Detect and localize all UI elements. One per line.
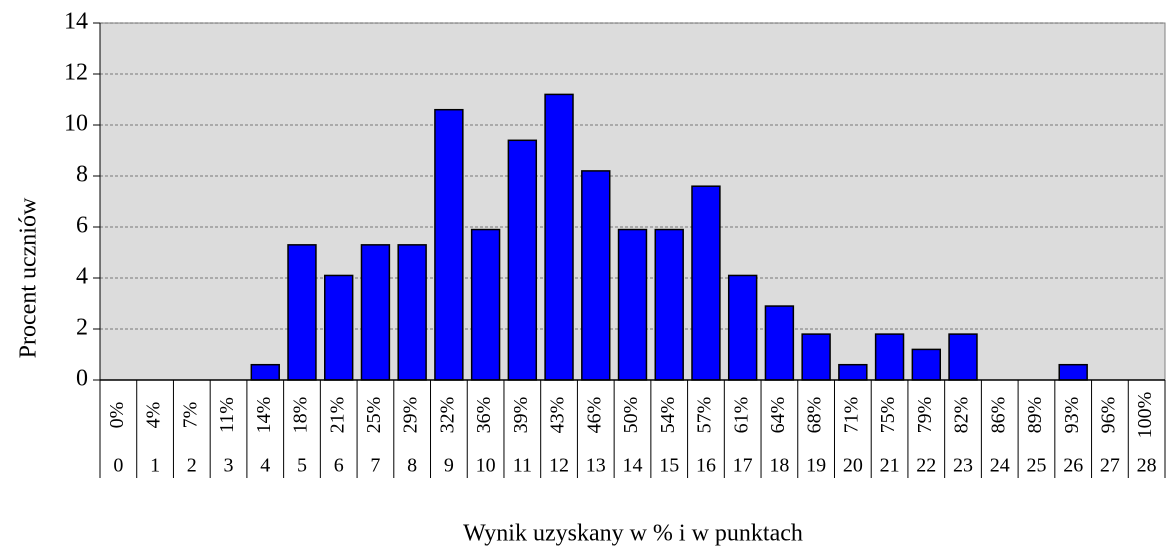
x-tick-label: 68%	[804, 397, 826, 434]
x-tick-label: 20	[843, 455, 863, 477]
x-tick-label: 50%	[620, 397, 642, 434]
x-tick-label: 15	[659, 455, 679, 477]
x-tick-label: 61%	[730, 397, 752, 434]
x-tick-label: 54%	[657, 397, 679, 434]
x-tick-label: 18%	[290, 397, 312, 434]
y-tick-label: 0	[76, 366, 88, 392]
bar	[948, 333, 978, 381]
y-tick-label: 2	[76, 315, 88, 341]
y-tick-label: 14	[64, 9, 88, 35]
x-tick-label: 75%	[877, 397, 899, 434]
x-tick-label: 5	[297, 455, 307, 477]
bar	[324, 274, 354, 381]
bar	[544, 93, 574, 381]
x-tick-label: 11	[513, 455, 532, 477]
y-tick-label: 10	[64, 111, 88, 137]
x-tick-label: 57%	[694, 397, 716, 434]
x-tick-label: 1	[150, 455, 160, 477]
x-tick-label: 2	[187, 455, 197, 477]
x-tick-label: 10	[476, 455, 496, 477]
x-tick-label: 82%	[951, 397, 973, 434]
x-tick-label: 9	[444, 455, 454, 477]
bar	[874, 333, 905, 381]
bar	[434, 108, 464, 381]
x-tick-label: 7	[370, 455, 380, 477]
x-tick-label: 21	[880, 455, 900, 477]
bar	[911, 348, 941, 381]
x-tick-label: 4%	[143, 402, 165, 429]
x-tick-label: 11%	[216, 397, 238, 433]
y-tick-label: 12	[64, 60, 88, 86]
y-tick-label: 8	[76, 162, 88, 188]
bar	[507, 139, 538, 381]
x-tick-label: 96%	[1098, 397, 1120, 434]
bar	[727, 274, 758, 381]
bar	[838, 363, 868, 381]
x-tick-label: 46%	[583, 397, 605, 434]
bar	[691, 185, 721, 381]
bar	[581, 170, 611, 381]
x-tick-label: 8	[407, 455, 417, 477]
x-tick-label: 100%	[1134, 392, 1156, 439]
x-tick-label: 0%	[106, 402, 128, 429]
x-axis-label: Wynik uzyskany w % i w punktach	[463, 521, 803, 547]
x-tick-label: 36%	[473, 397, 495, 434]
bar	[1058, 363, 1088, 381]
x-tick-label: 28	[1137, 455, 1157, 477]
bar	[397, 244, 427, 381]
x-tick-label: 32%	[436, 397, 458, 434]
x-tick-label: 79%	[914, 397, 936, 434]
x-tick-label: 13	[586, 455, 606, 477]
bar	[287, 244, 317, 381]
x-tick-label: 86%	[987, 397, 1009, 434]
bar	[360, 244, 391, 381]
x-tick-label: 23	[953, 455, 973, 477]
x-tick-label: 43%	[547, 397, 569, 434]
x-tick-label: 39%	[510, 397, 532, 434]
x-tick-label: 14	[623, 455, 643, 477]
x-tick-label: 17	[733, 455, 753, 477]
y-tick-label: 6	[76, 213, 88, 239]
bar	[801, 333, 831, 381]
x-tick-label: 26	[1063, 455, 1083, 477]
x-tick-label: 89%	[1024, 397, 1046, 434]
x-tick-label: 14%	[253, 397, 275, 434]
x-tick-label: 0	[113, 455, 123, 477]
x-tick-label: 64%	[767, 397, 789, 434]
x-tick-label: 16	[696, 455, 716, 477]
x-tick-label: 21%	[326, 397, 348, 434]
x-tick-label: 4	[260, 455, 270, 477]
x-tick-label: 24	[990, 455, 1010, 477]
x-tick-label: 93%	[1061, 397, 1083, 434]
x-tick-label: 27	[1100, 455, 1120, 477]
x-tick-label: 25%	[363, 397, 385, 434]
bar	[250, 363, 280, 381]
x-tick-label: 19	[806, 455, 826, 477]
x-tick-label: 25	[1026, 455, 1046, 477]
x-tick-label: 3	[224, 455, 234, 477]
y-tick-label: 4	[76, 264, 88, 290]
bar	[654, 228, 684, 381]
bar	[617, 228, 648, 381]
x-tick-label: 71%	[840, 397, 862, 434]
y-axis-label: Procent uczniów	[16, 197, 42, 358]
x-tick-label: 7%	[179, 402, 201, 429]
bar	[470, 228, 501, 381]
x-tick-label: 6	[334, 455, 344, 477]
x-tick-label: 18	[769, 455, 789, 477]
bar	[764, 305, 795, 381]
x-tick-label: 12	[549, 455, 569, 477]
x-tick-label: 29%	[400, 397, 422, 434]
x-tick-label: 22	[916, 455, 936, 477]
